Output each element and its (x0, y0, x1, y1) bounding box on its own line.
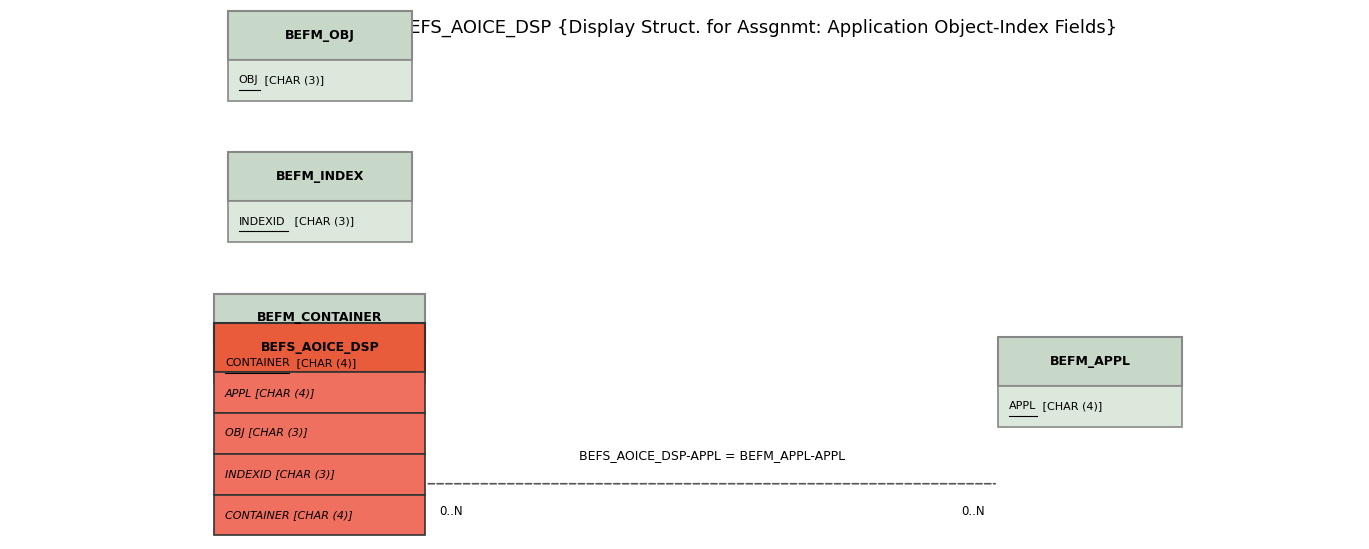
Text: [CHAR (4)]: [CHAR (4)] (293, 358, 356, 368)
Text: CONTAINER [CHAR (4)]: CONTAINER [CHAR (4)] (225, 510, 353, 520)
FancyBboxPatch shape (214, 454, 426, 495)
Text: [CHAR (3)]: [CHAR (3)] (261, 75, 324, 85)
FancyBboxPatch shape (214, 372, 426, 413)
FancyBboxPatch shape (998, 386, 1183, 427)
Text: 0..N: 0..N (961, 506, 984, 518)
Text: BEFS_AOICE_DSP: BEFS_AOICE_DSP (260, 341, 379, 354)
Text: BEFM_CONTAINER: BEFM_CONTAINER (257, 311, 382, 324)
FancyBboxPatch shape (227, 201, 412, 242)
FancyBboxPatch shape (214, 294, 426, 343)
Text: APPL [CHAR (4)]: APPL [CHAR (4)] (225, 388, 315, 397)
Text: INDEXID: INDEXID (238, 216, 285, 227)
FancyBboxPatch shape (214, 413, 426, 454)
FancyBboxPatch shape (227, 60, 412, 100)
Text: CONTAINER: CONTAINER (225, 358, 290, 368)
Text: OBJ [CHAR (3)]: OBJ [CHAR (3)] (225, 428, 308, 439)
FancyBboxPatch shape (214, 343, 426, 383)
FancyBboxPatch shape (227, 152, 412, 201)
Text: INDEXID [CHAR (3)]: INDEXID [CHAR (3)] (225, 469, 335, 479)
Text: APPL: APPL (1009, 401, 1036, 411)
FancyBboxPatch shape (214, 495, 426, 535)
FancyBboxPatch shape (214, 323, 426, 372)
Text: [CHAR (3)]: [CHAR (3)] (292, 216, 355, 227)
Text: BEFS_AOICE_DSP-APPL = BEFM_APPL-APPL: BEFS_AOICE_DSP-APPL = BEFM_APPL-APPL (579, 449, 845, 462)
Text: BEFM_INDEX: BEFM_INDEX (275, 170, 364, 183)
Text: BEFM_APPL: BEFM_APPL (1050, 355, 1131, 368)
FancyBboxPatch shape (998, 337, 1183, 386)
Text: 0..N: 0..N (439, 506, 463, 518)
FancyBboxPatch shape (227, 11, 412, 60)
Text: [CHAR (4)]: [CHAR (4)] (1039, 401, 1102, 411)
Text: SAP ABAP table BEFS_AOICE_DSP {Display Struct. for Assgnmt: Application Object-I: SAP ABAP table BEFS_AOICE_DSP {Display S… (252, 19, 1117, 37)
Text: BEFM_OBJ: BEFM_OBJ (285, 29, 355, 42)
Text: OBJ: OBJ (238, 75, 259, 85)
